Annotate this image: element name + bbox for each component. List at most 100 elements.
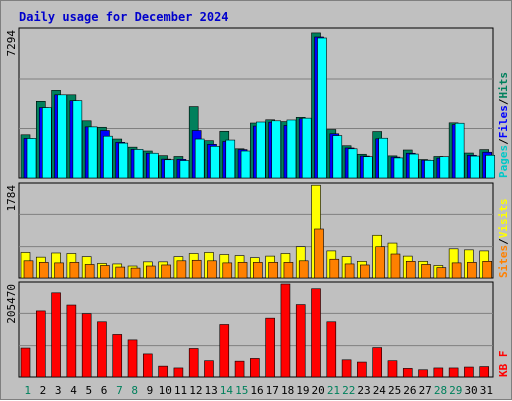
- bar-pages-day-29: [454, 122, 465, 179]
- bar-sites-day-6: [100, 265, 110, 279]
- bar-kb-f-day-9: [143, 353, 153, 378]
- bar-sites-day-27: [421, 264, 431, 279]
- legend-item: Visits: [497, 199, 510, 239]
- bar-sites-day-18: [283, 262, 294, 279]
- bar-sites-day-28: [436, 267, 447, 279]
- bar-pages-day-10: [164, 159, 174, 179]
- bar-sites-day-26: [405, 261, 416, 279]
- bar-kb-f-day-27: [418, 369, 428, 378]
- bar-kb-f-day-24: [372, 347, 382, 378]
- bar-kb-f-day-22: [341, 359, 352, 378]
- bar-sites-day-20: [314, 228, 324, 279]
- day-label-25: 25: [388, 384, 401, 397]
- bar-pages-day-20: [317, 37, 327, 179]
- bar-sites-day-14: [222, 262, 233, 279]
- bar-pages-day-15: [240, 150, 251, 179]
- day-label-19: 19: [296, 384, 309, 397]
- bar-sites-day-7: [115, 266, 126, 279]
- bar-kb-f-day-1: [20, 347, 31, 378]
- ymax-label: 205470: [5, 284, 18, 324]
- bar-kb-f-day-11: [173, 367, 184, 378]
- ymax-label: 1784: [5, 185, 18, 212]
- bar-pages-day-3: [57, 94, 67, 179]
- day-label-27: 27: [419, 384, 432, 397]
- day-label-18: 18: [281, 384, 294, 397]
- bar-kb-f-day-26: [402, 368, 413, 378]
- bar-kb-f-day-10: [158, 365, 168, 378]
- legend-item: /: [497, 138, 510, 145]
- bar-sites-day-16: [253, 262, 263, 279]
- bar-pages-day-21: [332, 135, 343, 179]
- day-label-28: 28: [434, 384, 447, 397]
- bar-sites-day-17: [268, 262, 278, 279]
- bar-sites-day-29: [451, 262, 462, 279]
- bar-pages-day-24: [378, 137, 388, 179]
- bar-kb-f-day-14: [219, 324, 230, 378]
- bar-pages-day-22: [347, 148, 358, 179]
- bar-kb-f-day-18: [280, 283, 291, 378]
- bar-kb-f-day-6: [97, 321, 107, 378]
- day-label-1: 1: [24, 384, 31, 397]
- bar-kb-f-day-20: [311, 288, 321, 378]
- series-legend: KB F: [497, 351, 510, 378]
- bar-sites-day-9: [146, 265, 156, 279]
- day-label-11: 11: [174, 384, 187, 397]
- bar-sites-day-15: [237, 262, 248, 279]
- bar-kb-f-day-17: [265, 317, 275, 378]
- bar-pages-day-12: [194, 138, 205, 179]
- day-label-17: 17: [266, 384, 279, 397]
- bar-kb-f-day-30: [464, 366, 474, 378]
- day-label-6: 6: [101, 384, 108, 397]
- bar-pages-day-30: [470, 155, 480, 179]
- bar-kb-f-day-12: [188, 348, 199, 378]
- bar-sites-day-4: [69, 262, 80, 279]
- day-label-14: 14: [220, 384, 234, 397]
- bar-sites-day-31: [482, 261, 493, 279]
- legend-item: /: [497, 98, 510, 105]
- bar-kb-f-day-29: [448, 367, 459, 378]
- bar-pages-day-18: [286, 119, 297, 179]
- day-label-8: 8: [131, 384, 138, 397]
- day-label-4: 4: [70, 384, 77, 397]
- bar-sites-day-21: [329, 258, 340, 279]
- day-label-10: 10: [159, 384, 172, 397]
- day-label-5: 5: [85, 384, 92, 397]
- day-label-3: 3: [55, 384, 62, 397]
- legend-item: Pages: [497, 145, 510, 178]
- bar-kb-f-day-28: [433, 367, 444, 378]
- bar-pages-day-5: [87, 126, 98, 179]
- day-label-26: 26: [403, 384, 416, 397]
- legend-item: Sites: [497, 245, 510, 278]
- bar-pages-day-23: [363, 156, 373, 179]
- bar-sites-day-25: [390, 253, 401, 279]
- day-label-31: 31: [480, 384, 493, 397]
- bar-pages-day-16: [256, 121, 266, 179]
- day-label-23: 23: [357, 384, 370, 397]
- day-label-24: 24: [373, 384, 387, 397]
- ymax-label: 7294: [5, 30, 18, 57]
- bar-pages-day-13: [210, 146, 220, 179]
- bar-pages-day-8: [133, 149, 144, 179]
- bar-pages-day-26: [408, 153, 419, 179]
- day-label-13: 13: [205, 384, 218, 397]
- bar-pages-day-4: [72, 100, 83, 179]
- bar-sites-day-3: [54, 262, 64, 279]
- bar-pages-day-1: [26, 138, 37, 179]
- chart-title: Daily usage for December 2024: [19, 10, 229, 24]
- bar-kb-f-day-23: [357, 361, 367, 378]
- bar-pages-day-11: [179, 160, 190, 179]
- bar-kb-f-day-25: [387, 360, 398, 378]
- bar-pages-day-17: [271, 120, 281, 179]
- bar-sites-day-1: [23, 260, 34, 279]
- bar-pages-day-31: [485, 154, 496, 179]
- day-label-9: 9: [147, 384, 154, 397]
- bar-pages-day-14: [225, 139, 236, 179]
- bar-kb-f-day-4: [66, 304, 77, 378]
- legend-item: KB F: [497, 351, 510, 378]
- bar-kb-f-day-13: [204, 360, 214, 378]
- day-label-29: 29: [449, 384, 462, 397]
- day-label-15: 15: [235, 384, 248, 397]
- series-legend: Sites/Visits: [497, 199, 510, 279]
